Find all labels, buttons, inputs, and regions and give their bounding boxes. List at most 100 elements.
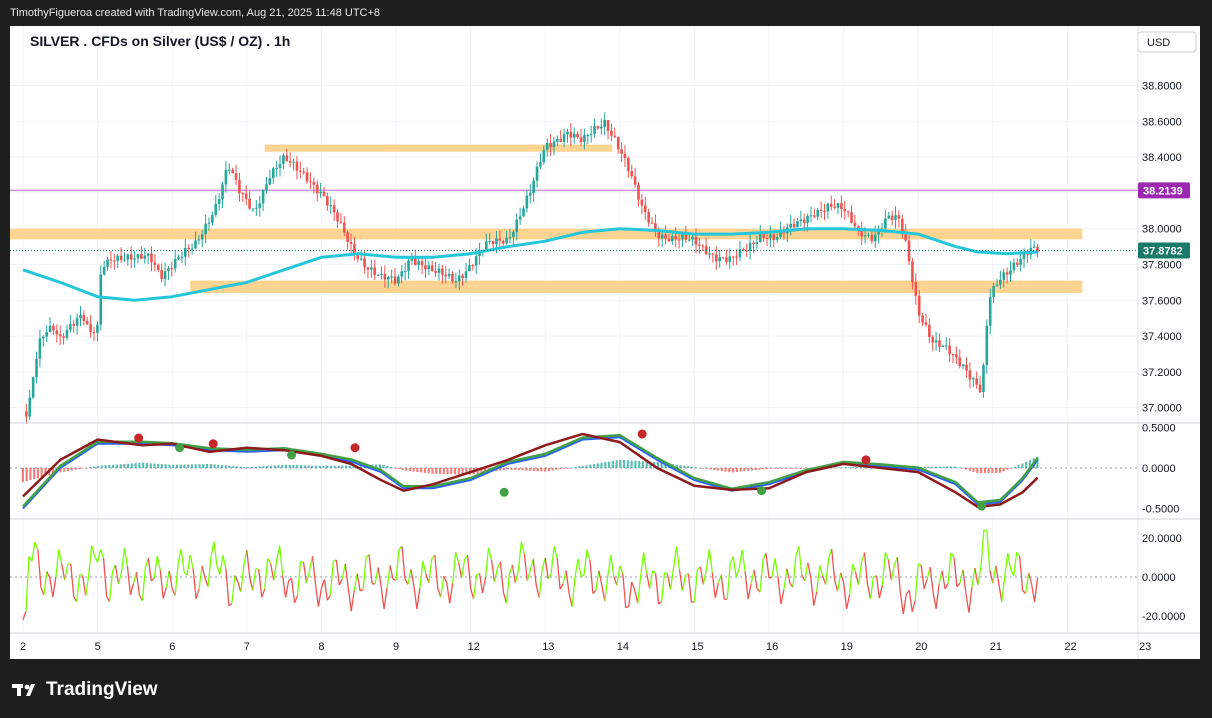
- oscillator-segment: [34, 541, 39, 550]
- oscillator-segment: [971, 567, 976, 588]
- currency-button[interactable]: [1137, 31, 1197, 53]
- macd-histogram-bar: [224, 465, 227, 468]
- candle: [1002, 272, 1006, 280]
- oscillator-segment: [634, 589, 639, 604]
- oscillator-pane[interactable]: [10, 529, 1138, 621]
- candle: [931, 336, 935, 343]
- macd-histogram-bar: [863, 467, 866, 468]
- oscillator-segment: [153, 555, 158, 579]
- chart-frame[interactable]: 2 5 6 7 8 9 12 13 14 15 16 19 20 21 22 23 38.8000 38.6000…: [10, 26, 1200, 659]
- macd-histogram-bar: [266, 465, 269, 468]
- oscillator-segment: [1001, 576, 1006, 602]
- candle: [599, 126, 603, 129]
- oscillator-segment: [428, 558, 433, 584]
- macd-histogram-bar: [840, 467, 844, 468]
- price-tick-label: 37.2000: [1142, 367, 1182, 379]
- oscillator-segment: [750, 569, 755, 585]
- oscillator-segment: [935, 584, 940, 609]
- macd-histogram-bar: [972, 468, 975, 472]
- oscillator-segment: [377, 567, 382, 587]
- oscillator-segment: [493, 568, 499, 582]
- macd-histogram-bar: [258, 466, 261, 468]
- oscillator-segment: [768, 576, 773, 579]
- macd-histogram-bar: [923, 466, 926, 468]
- oscillator-segment: [810, 577, 815, 606]
- macd-histogram-bar: [179, 464, 182, 468]
- macd-histogram-bar: [1021, 463, 1024, 468]
- candle: [887, 215, 891, 219]
- oscillator-segment: [335, 559, 340, 586]
- macd-histogram-bar: [81, 468, 85, 469]
- macd-pane[interactable]: [10, 429, 1138, 511]
- candle: [559, 139, 563, 142]
- candle: [113, 260, 116, 262]
- price-tick-label: 38.6000: [1142, 116, 1182, 128]
- macd-histogram-bar: [303, 465, 306, 468]
- macd-histogram-bar: [566, 468, 569, 469]
- candle: [430, 265, 434, 271]
- macd-histogram-bar: [529, 468, 532, 471]
- oscillator-segment: [747, 584, 752, 600]
- macd-histogram-bar: [799, 468, 802, 469]
- oscillator-segment: [914, 563, 919, 601]
- candle: [177, 257, 180, 260]
- candle: [498, 238, 502, 241]
- candle: [180, 256, 184, 258]
- oscillator-segment: [25, 556, 30, 612]
- oscillator-segment: [267, 558, 272, 564]
- chart-svg[interactable]: 2 5 6 7 8 9 12 13 14 15 16 19 20 21 22 23 38.8000 38.6000…: [10, 26, 1200, 659]
- candle: [657, 231, 661, 239]
- candle: [255, 207, 258, 209]
- oscillator-segment: [99, 549, 105, 559]
- oscillator-segment: [646, 573, 651, 589]
- candle: [552, 141, 556, 148]
- macd-histogram-bar: [998, 468, 1001, 473]
- oscillator-segment: [547, 573, 552, 580]
- macd-cross-dot: [977, 501, 987, 511]
- candle: [789, 223, 792, 228]
- oscillator-segment: [687, 573, 693, 603]
- oscillator-segment: [652, 570, 657, 574]
- macd-histogram-bar: [634, 460, 637, 468]
- macd-histogram-bar: [202, 464, 205, 468]
- oscillator-segment: [535, 585, 540, 598]
- oscillator-segment: [753, 569, 758, 590]
- candle: [535, 166, 539, 181]
- oscillator-segment: [273, 560, 278, 581]
- candle: [823, 210, 826, 212]
- macd-histogram-bar: [194, 464, 197, 468]
- oscillator-segment: [532, 559, 537, 586]
- candle: [900, 218, 904, 233]
- candle: [613, 135, 617, 138]
- macd-fast-line: [22, 432, 1039, 509]
- macd-histogram-bar: [803, 468, 806, 469]
- oscillator-segment: [478, 573, 484, 594]
- macd-histogram-bar: [664, 463, 667, 468]
- oscillator-segment: [705, 549, 710, 570]
- candle: [549, 143, 552, 148]
- candle: [211, 214, 214, 223]
- oscillator-segment: [302, 562, 308, 584]
- oscillator-segment: [126, 566, 132, 595]
- macd-histogram-bar: [724, 468, 727, 472]
- x-tick-label: 21: [990, 641, 1002, 653]
- macd-histogram-bar: [514, 468, 517, 470]
- candles-group[interactable]: [25, 112, 1039, 425]
- oscillator-segment: [234, 575, 239, 582]
- macd-histogram-bar: [559, 468, 562, 470]
- candle: [153, 262, 157, 265]
- oscillator-segment: [628, 582, 633, 607]
- oscillator-segment: [490, 559, 496, 582]
- candle: [136, 253, 140, 259]
- macd-histogram-bar: [731, 468, 735, 473]
- oscillator-segment: [869, 576, 875, 600]
- macd-histogram-bar: [829, 467, 832, 469]
- candle: [951, 354, 955, 356]
- oscillator-segment: [529, 559, 534, 571]
- oscillator-segment: [362, 556, 367, 590]
- x-tick-label: 16: [766, 641, 778, 653]
- candle: [643, 205, 647, 213]
- oscillator-segment: [717, 574, 722, 584]
- candle: [231, 169, 234, 174]
- oscillator-segment: [49, 577, 54, 598]
